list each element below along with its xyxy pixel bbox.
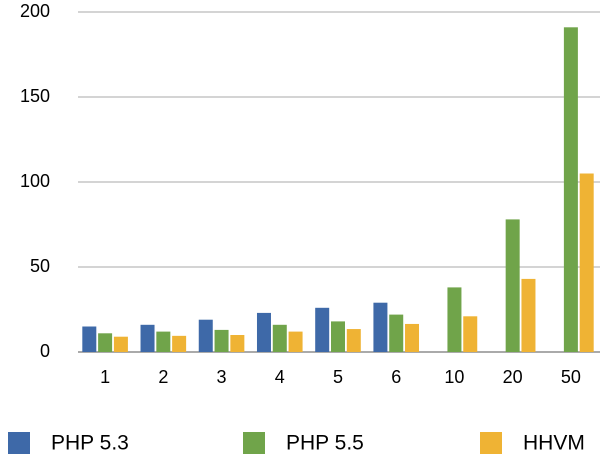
legend-label: PHP 5.3 <box>51 432 129 455</box>
bar <box>463 316 478 352</box>
y-tick-label: 100 <box>20 171 50 191</box>
bar <box>272 324 287 352</box>
y-tick-label: 150 <box>20 86 50 106</box>
bar <box>172 335 187 352</box>
x-tick-label: 50 <box>561 367 581 387</box>
bar <box>505 219 520 352</box>
bar <box>214 329 229 352</box>
bar <box>563 27 578 353</box>
legend-swatch <box>8 432 30 454</box>
bar <box>331 321 345 352</box>
legend-label: PHP 5.5 <box>286 432 364 455</box>
bar <box>256 312 271 352</box>
bar <box>156 331 171 352</box>
bar <box>198 319 213 352</box>
bar <box>521 278 536 352</box>
legend-label: HHVM <box>523 432 585 455</box>
bar <box>140 324 155 352</box>
x-tick-label: 6 <box>391 367 401 387</box>
x-tick-label: 5 <box>333 367 343 387</box>
bar <box>389 314 404 352</box>
bar <box>315 307 330 352</box>
legend-swatch <box>480 432 502 454</box>
bar <box>373 302 388 352</box>
y-tick-label: 50 <box>30 256 50 276</box>
x-tick-label: 4 <box>275 367 285 387</box>
bar <box>230 335 245 352</box>
bar <box>113 336 128 352</box>
y-tick-label: 0 <box>40 341 50 361</box>
bar <box>447 287 462 352</box>
x-tick-label: 1 <box>100 367 110 387</box>
x-tick-label: 3 <box>217 367 227 387</box>
bar <box>346 329 361 352</box>
bar <box>405 323 420 352</box>
bar <box>82 326 97 352</box>
x-tick-label: 20 <box>503 367 523 387</box>
legend-swatch <box>243 432 265 454</box>
x-tick-label: 10 <box>444 367 464 387</box>
x-tick-label: 2 <box>158 367 168 387</box>
bar <box>579 173 594 352</box>
bar <box>288 331 303 352</box>
bar <box>98 333 113 352</box>
y-tick-label: 200 <box>20 1 50 21</box>
